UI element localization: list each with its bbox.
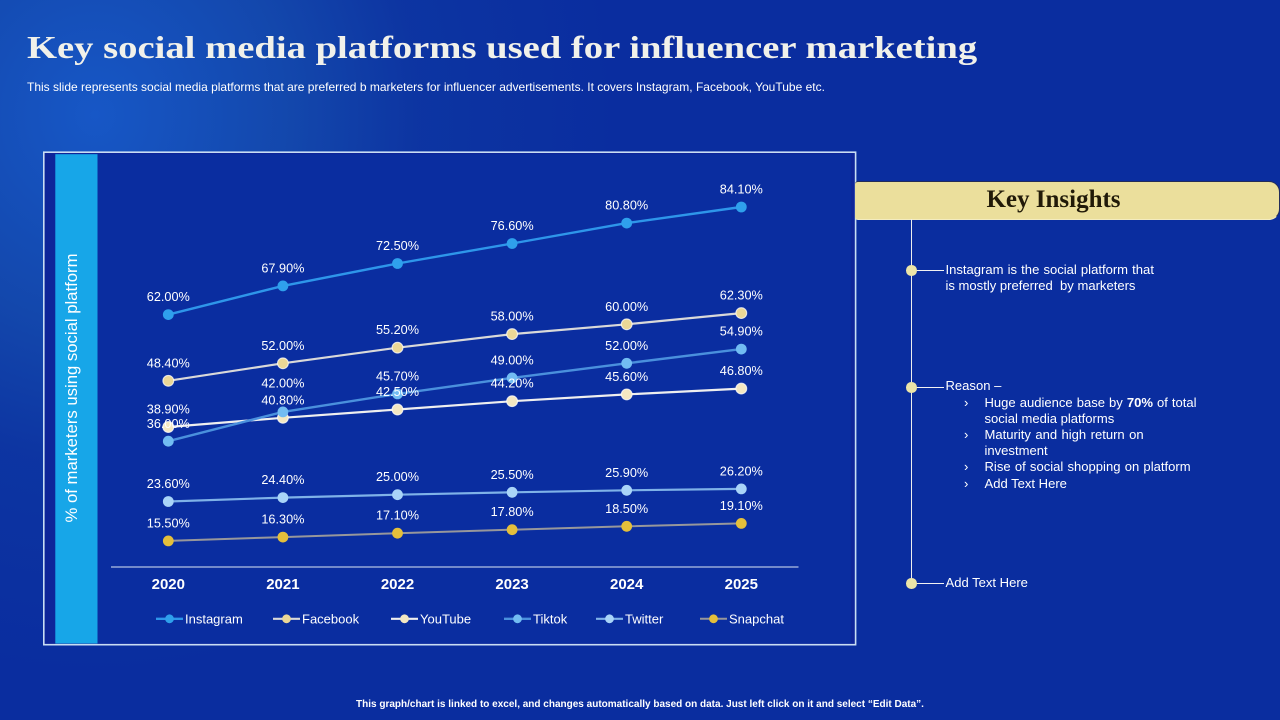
svg-text:19.10%: 19.10% <box>720 499 763 513</box>
svg-text:YouTube: YouTube <box>420 611 471 626</box>
svg-text:Instagram: Instagram <box>185 611 243 626</box>
svg-text:49.00%: 49.00% <box>491 353 534 367</box>
svg-text:Tiktok: Tiktok <box>533 611 568 626</box>
svg-text:2021: 2021 <box>266 576 299 593</box>
svg-text:25.50%: 25.50% <box>491 468 534 482</box>
svg-text:62.30%: 62.30% <box>720 289 763 303</box>
svg-text:25.00%: 25.00% <box>376 470 419 484</box>
svg-text:40.80%: 40.80% <box>261 393 304 407</box>
svg-text:2022: 2022 <box>381 576 414 593</box>
svg-text:46.80%: 46.80% <box>720 364 763 378</box>
svg-text:44.20%: 44.20% <box>491 377 534 391</box>
svg-text:Snapchat: Snapchat <box>729 611 784 626</box>
svg-text:2023: 2023 <box>495 576 528 593</box>
svg-text:72.50%: 72.50% <box>376 239 419 253</box>
svg-text:38.90%: 38.90% <box>147 403 190 417</box>
svg-text:80.80%: 80.80% <box>605 199 648 213</box>
svg-text:76.60%: 76.60% <box>491 219 534 233</box>
svg-text:45.60%: 45.60% <box>605 370 648 384</box>
svg-text:52.00%: 52.00% <box>261 339 304 353</box>
svg-text:36.00%: 36.00% <box>147 417 190 431</box>
svg-text:23.60%: 23.60% <box>147 477 190 491</box>
svg-text:84.10%: 84.10% <box>720 183 763 197</box>
svg-text:16.30%: 16.30% <box>261 513 304 527</box>
svg-text:55.20%: 55.20% <box>376 323 419 337</box>
svg-text:42.50%: 42.50% <box>376 385 419 399</box>
svg-text:26.20%: 26.20% <box>720 464 763 478</box>
svg-text:2020: 2020 <box>152 576 185 593</box>
svg-text:45.70%: 45.70% <box>376 369 419 383</box>
svg-text:Twitter: Twitter <box>625 611 664 626</box>
svg-text:18.50%: 18.50% <box>605 502 648 516</box>
svg-text:24.40%: 24.40% <box>261 473 304 487</box>
svg-text:17.10%: 17.10% <box>376 509 419 523</box>
svg-text:2025: 2025 <box>725 576 758 593</box>
svg-text:48.40%: 48.40% <box>147 356 190 370</box>
svg-text:54.90%: 54.90% <box>720 325 763 339</box>
svg-text:62.00%: 62.00% <box>147 290 190 304</box>
svg-text:2024: 2024 <box>610 576 644 593</box>
svg-text:60.00%: 60.00% <box>605 300 648 314</box>
svg-text:Facebook: Facebook <box>302 611 360 626</box>
svg-text:15.50%: 15.50% <box>147 516 190 530</box>
svg-text:58.00%: 58.00% <box>491 310 534 324</box>
svg-text:% of marketers using social pl: % of marketers using social platform <box>62 254 81 523</box>
svg-text:42.00%: 42.00% <box>261 377 304 391</box>
svg-text:17.80%: 17.80% <box>491 505 534 519</box>
svg-text:52.00%: 52.00% <box>605 339 648 353</box>
svg-text:25.90%: 25.90% <box>605 466 648 480</box>
svg-text:67.90%: 67.90% <box>261 261 304 275</box>
